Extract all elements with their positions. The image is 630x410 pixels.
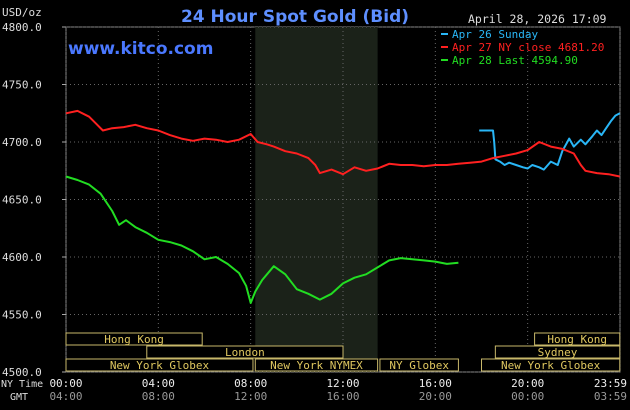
legend-label: Apr 26 Sunday xyxy=(452,28,538,41)
session-box xyxy=(534,332,621,346)
session-box xyxy=(494,345,621,359)
ny-time-tick: 12:00 xyxy=(326,377,359,390)
series-line-1 xyxy=(479,112,621,171)
session-sydney: Sydney xyxy=(494,345,621,359)
session-new-york-globex: New York Globex xyxy=(481,358,621,372)
gmt-label: GMT xyxy=(10,392,28,403)
legend-item: Apr 28 Last 4594.90 xyxy=(441,54,578,67)
chart-title: 24 Hour Spot Gold (Bid) xyxy=(181,7,409,27)
ny-time-tick: 23:59 xyxy=(594,377,627,390)
legend-label: Apr 27 NY close 4681.20 xyxy=(452,41,604,54)
nymex-shaded-region xyxy=(255,27,378,372)
unit-label: USD/oz xyxy=(2,6,42,19)
session-box xyxy=(481,358,621,372)
datetime-label: April 28, 2026 17:09 xyxy=(468,12,607,26)
y-tick-label: 4700.0 xyxy=(2,136,42,149)
session-label: Hong Kong xyxy=(547,333,607,346)
legend-item: Apr 26 Sunday xyxy=(441,28,538,41)
gmt-tick: 08:00 xyxy=(142,390,175,403)
gmt-tick: 16:00 xyxy=(326,390,359,403)
ny-time-tick: 08:00 xyxy=(234,377,267,390)
session-label: Sydney xyxy=(538,346,578,359)
session-new-york-nymex: New York NYMEX xyxy=(254,358,379,372)
gmt-tick: 00:00 xyxy=(511,390,544,403)
series-line-3 xyxy=(65,175,459,304)
y-tick-label: 4800.0 xyxy=(2,21,42,34)
session-ny-globex: NY Globex xyxy=(379,358,459,372)
gmt-tick: 12:00 xyxy=(234,390,267,403)
series-line-2 xyxy=(65,109,620,178)
legend-item: Apr 27 NY close 4681.20 xyxy=(441,41,604,54)
site-watermark: www.kitco.com xyxy=(68,39,213,59)
y-tick-label: 4600.0 xyxy=(2,251,42,264)
session-label: NY Globex xyxy=(389,359,449,372)
session-new-york-globex: New York Globex xyxy=(65,358,254,372)
session-hong-kong: Hong Kong xyxy=(534,332,621,346)
gmt-tick: 03:59 xyxy=(594,390,627,403)
session-box xyxy=(254,358,379,372)
y-tick-label: 4650.0 xyxy=(2,194,42,207)
gmt-tick: 20:00 xyxy=(419,390,452,403)
y-tick-label: 4750.0 xyxy=(2,79,42,92)
legend-label: Apr 28 Last 4594.90 xyxy=(452,54,578,67)
ny-time-label: NY Time xyxy=(1,379,43,390)
session-label: New York Globex xyxy=(110,359,210,372)
ny-time-tick: 20:00 xyxy=(511,377,544,390)
session-label: London xyxy=(225,346,265,359)
ny-time-tick: 04:00 xyxy=(142,377,175,390)
session-box xyxy=(65,358,254,372)
session-box xyxy=(379,358,459,372)
session-box xyxy=(146,345,344,359)
gmt-tick: 04:00 xyxy=(49,390,82,403)
session-box xyxy=(65,332,203,346)
session-label: Hong Kong xyxy=(104,333,164,346)
y-tick-label: 4550.0 xyxy=(2,309,42,322)
ny-time-tick: 16:00 xyxy=(419,377,452,390)
session-label: New York Globex xyxy=(501,359,601,372)
session-hong-kong: Hong Kong xyxy=(65,332,203,346)
session-label: New York NYMEX xyxy=(270,359,363,372)
ny-time-tick: 00:00 xyxy=(49,377,82,390)
session-london: London xyxy=(146,345,344,359)
y-tick-label: 4500.0 xyxy=(2,366,42,379)
